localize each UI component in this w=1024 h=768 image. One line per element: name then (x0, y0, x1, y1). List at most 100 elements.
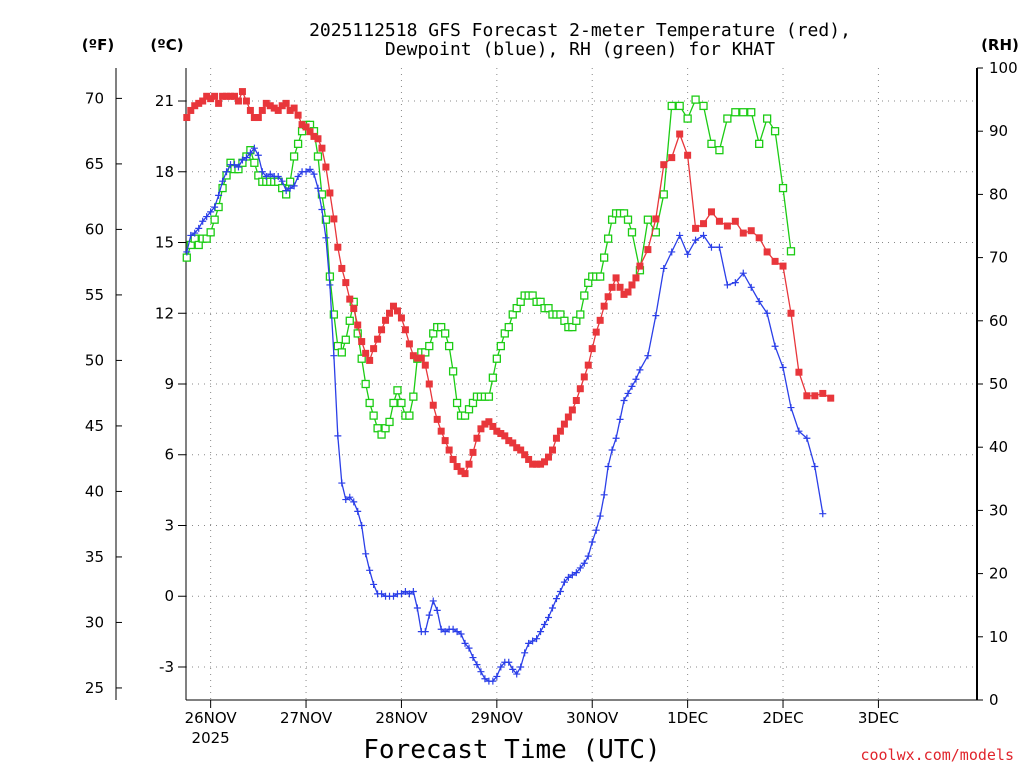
data-point (548, 446, 556, 454)
data-point (206, 228, 215, 237)
data-point (747, 108, 756, 117)
data-point (199, 217, 207, 225)
data-point (444, 341, 454, 351)
data-point (827, 394, 835, 402)
celsius-tick-label: 18 (155, 163, 174, 181)
data-point (342, 279, 350, 287)
data-point (453, 463, 461, 471)
data-point (449, 455, 457, 463)
data-point (787, 404, 795, 412)
data-point (413, 604, 421, 612)
data-point (723, 114, 732, 123)
data-point (616, 283, 624, 291)
data-point (604, 293, 612, 301)
data-point (505, 437, 513, 445)
data-point (700, 220, 708, 228)
x-tick-label: 2DEC (763, 709, 804, 727)
data-point (294, 111, 302, 119)
data-point (274, 106, 282, 114)
x-tick-label: 29NOV (471, 709, 524, 727)
data-point (636, 262, 644, 270)
data-point (624, 389, 632, 397)
data-point (803, 434, 811, 442)
data-point (509, 665, 517, 673)
data-point (556, 427, 564, 435)
data-point (382, 316, 390, 324)
data-point (293, 139, 303, 148)
data-point (433, 415, 441, 423)
data-point (493, 427, 501, 435)
data-point (405, 590, 413, 598)
data-point (747, 227, 755, 235)
data-point (509, 439, 517, 447)
data-point (739, 229, 747, 237)
data-point (234, 163, 242, 171)
data-point (659, 190, 668, 199)
data-point (282, 187, 290, 195)
data-point (393, 307, 401, 315)
data-point (723, 222, 731, 230)
data-point (576, 385, 584, 393)
data-point (452, 398, 462, 408)
data-point (457, 467, 465, 475)
data-point (445, 446, 453, 454)
data-point (604, 463, 612, 471)
chart-title-line-2: Dewpoint (blue), RH (green) for KHAT (385, 39, 775, 60)
data-point (560, 420, 568, 428)
data-point (370, 345, 378, 353)
data-point (580, 291, 589, 300)
data-point (584, 552, 592, 560)
data-point (632, 274, 640, 282)
data-point (334, 243, 342, 251)
data-point (365, 398, 374, 408)
data-point (600, 302, 608, 310)
data-point (513, 670, 521, 678)
data-point (627, 228, 637, 237)
data-point (358, 521, 366, 529)
data-point (250, 144, 258, 152)
data-point (346, 493, 354, 501)
data-point (568, 571, 576, 579)
data-point (238, 88, 246, 96)
data-point (314, 135, 322, 143)
data-point (481, 420, 489, 428)
rh-tick-label: 10 (989, 628, 1008, 646)
data-point (477, 668, 485, 676)
x-tick-label: 3DEC (858, 709, 899, 727)
data-point (469, 654, 477, 662)
data-point (497, 663, 505, 671)
data-point (219, 177, 227, 185)
data-point (397, 398, 406, 408)
data-point (393, 386, 402, 395)
data-point (405, 411, 414, 420)
data-point (278, 102, 286, 110)
data-point (187, 231, 195, 239)
data-point (803, 392, 811, 400)
data-point (819, 389, 827, 397)
data-point (389, 592, 397, 600)
data-point (258, 168, 266, 176)
data-point (338, 264, 346, 272)
data-point (541, 621, 549, 629)
data-point (755, 297, 763, 305)
data-point (397, 314, 405, 322)
data-point (421, 628, 429, 636)
data-point (545, 613, 553, 621)
fahrenheit-tick-label: 25 (85, 679, 104, 697)
data-point (560, 578, 568, 586)
data-point (668, 248, 676, 256)
data-point (620, 397, 628, 405)
data-point (389, 398, 398, 408)
data-point (413, 354, 421, 362)
data-point (684, 250, 692, 258)
data-point (286, 106, 294, 114)
data-point (596, 512, 604, 520)
rh-tick-label: 0 (989, 691, 999, 709)
data-point (354, 321, 362, 329)
celsius-tick-label: 0 (164, 587, 174, 605)
data-point (326, 189, 334, 197)
data-point (608, 446, 616, 454)
rh-tick-label: 50 (989, 375, 1008, 393)
data-point (191, 229, 199, 237)
data-point (715, 146, 724, 155)
